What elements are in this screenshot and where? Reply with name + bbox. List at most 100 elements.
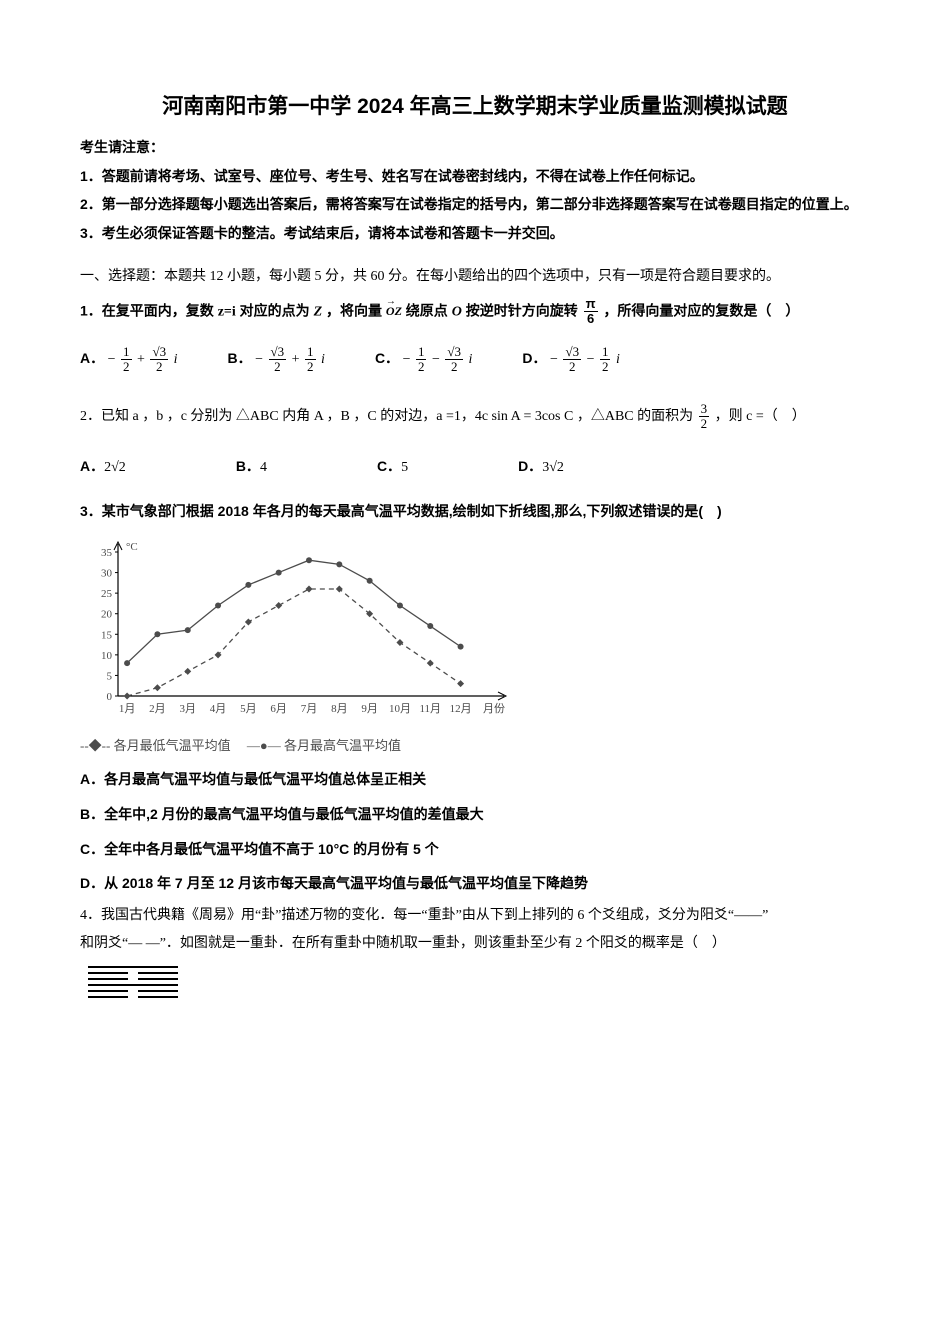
q2-b-val: 4 bbox=[260, 460, 267, 475]
svg-text:4月: 4月 bbox=[210, 703, 227, 715]
q1-opt-a: A． − 12 + √32 i bbox=[80, 345, 177, 375]
q1-b-i: i bbox=[321, 352, 325, 367]
svg-text:10: 10 bbox=[101, 650, 113, 662]
q3-opt-b: B．全年中,2 月份的最高气温平均值与最低气温平均值的差值最大 bbox=[80, 801, 870, 828]
q1-d-f1n: √3 bbox=[563, 345, 581, 360]
q2-options: A．2√2 B．4 C．5 D．3√2 bbox=[80, 456, 870, 476]
q1-t2: ，将向量 bbox=[326, 302, 382, 318]
svg-text:9月: 9月 bbox=[361, 703, 378, 715]
svg-text:6月: 6月 bbox=[270, 703, 287, 715]
q2-opt-d: D．3√2 bbox=[518, 456, 564, 476]
svg-text:35: 35 bbox=[101, 547, 113, 559]
q4-stem-line1: 4．我国古代典籍《周易》用“卦”描述万物的变化．每一“重卦”由从下到上排列的 6… bbox=[80, 903, 870, 930]
q1-d-neg: − bbox=[550, 352, 558, 367]
q1-c-f2n: √3 bbox=[445, 345, 463, 360]
q1-Z: Z bbox=[314, 304, 323, 319]
q2-stem: 2．已知 a ，b ，c 分别为 △ABC 内角 A ，B ，C 的对边，a =… bbox=[80, 402, 870, 432]
svg-text:3月: 3月 bbox=[179, 703, 196, 715]
legend-high-text: 各月最高气温平均值 bbox=[284, 738, 401, 753]
legend-low-text: 各月最低气温平均值 bbox=[114, 738, 231, 753]
svg-text:5: 5 bbox=[107, 671, 113, 683]
q1-options: A． − 12 + √32 i B． − √32 + 12 i C． − 12 … bbox=[80, 345, 870, 375]
q1-d-label: D． bbox=[522, 350, 546, 366]
notice-line-2: 2．第一部分选择题每小题选出答案后，需将答案写在试卷指定的括号内，第二部分非选择… bbox=[80, 191, 870, 218]
yao-line bbox=[88, 990, 870, 992]
svg-text:月份: 月份 bbox=[483, 702, 505, 715]
q1-d-f1d: 2 bbox=[563, 360, 581, 374]
legend-high-marker: —●— bbox=[247, 738, 281, 753]
q1-c-f2d: 2 bbox=[445, 360, 463, 374]
svg-text:2月: 2月 bbox=[149, 703, 166, 715]
svg-text:25: 25 bbox=[101, 588, 113, 600]
q3-opt-c: C．全年中各月最低气温平均值不高于 10°C 的月份有 5 个 bbox=[80, 836, 870, 863]
q1-z: z=i bbox=[218, 304, 236, 319]
q1-t4: 按逆时针方向旋转 bbox=[466, 302, 582, 318]
svg-text:12月: 12月 bbox=[450, 703, 472, 715]
q1-a-plus: + bbox=[137, 352, 145, 367]
q2-stem-text: 2．已知 a ，b ，c 分别为 △ABC 内角 A ，B ，C 的对边，a =… bbox=[80, 409, 697, 424]
q3-opt-d: D．从 2018 年 7 月至 12 月该市每天最高气温平均值与最低气温平均值呈… bbox=[80, 870, 870, 897]
q1-opt-b: B． − √32 + 12 i bbox=[227, 345, 324, 375]
q1-angle-den: 6 bbox=[584, 312, 598, 326]
q2-c-label: C． bbox=[377, 458, 401, 474]
q1-b-f1d: 2 bbox=[269, 360, 287, 374]
svg-text:11月: 11月 bbox=[419, 703, 441, 715]
yao-line bbox=[88, 996, 870, 998]
section-instruction: 一、选择题：本题共 12 小题，每小题 5 分，共 60 分。在每小题给出的四个… bbox=[80, 264, 870, 291]
q4-stem-line2: 和阴爻“— —”．如图就是一重卦．在所有重卦中随机取一重卦，则该重卦至少有 2 … bbox=[80, 931, 870, 958]
q2-c-val: 5 bbox=[401, 460, 408, 475]
svg-text:15: 15 bbox=[101, 630, 113, 642]
q1-c-neg: − bbox=[403, 352, 411, 367]
q1-b-f2d: 2 bbox=[305, 360, 316, 374]
q1-d-f2n: 1 bbox=[600, 345, 611, 360]
notice-heading: 考生请注意： bbox=[80, 134, 870, 161]
q2-d-label: D． bbox=[518, 458, 542, 474]
svg-text:5月: 5月 bbox=[240, 703, 257, 715]
q1-c-label: C． bbox=[375, 350, 399, 366]
q1-a-label: A． bbox=[80, 350, 104, 366]
yao-line bbox=[88, 978, 870, 980]
chart-legend: --◆-- 各月最低气温平均值 —●— 各月最高气温平均值 bbox=[80, 735, 870, 754]
q2-a-label: A． bbox=[80, 458, 104, 474]
q1-d-i: i bbox=[616, 352, 620, 367]
svg-text:0: 0 bbox=[107, 691, 113, 703]
q1-a-f2n: √3 bbox=[150, 345, 168, 360]
line-chart-svg: °C051015202530351月2月3月4月5月6月7月8月9月10月11月… bbox=[80, 534, 510, 724]
q2-area-num: 3 bbox=[699, 402, 710, 417]
q1-c-plus: − bbox=[432, 352, 440, 367]
yao-line bbox=[88, 966, 870, 968]
q2-area-den: 2 bbox=[699, 417, 710, 431]
exam-title: 河南南阳市第一中学 2024 年高三上数学期末学业质量监测模拟试题 bbox=[80, 90, 870, 120]
hexagram-figure bbox=[88, 966, 870, 998]
q2-tail: ，则 c =（ ） bbox=[715, 409, 806, 424]
q1-angle: π 6 bbox=[584, 297, 598, 327]
q1-a-i: i bbox=[174, 352, 178, 367]
q1-b-f2n: 1 bbox=[305, 345, 316, 360]
notice-line-3: 3．考生必须保证答题卡的整洁。考试结束后，请将本试卷和答题卡一并交回。 bbox=[80, 220, 870, 247]
exam-page: 河南南阳市第一中学 2024 年高三上数学期末学业质量监测模拟试题 考生请注意：… bbox=[0, 0, 950, 1066]
svg-text:°C: °C bbox=[126, 541, 138, 553]
q2-opt-c: C．5 bbox=[377, 456, 408, 476]
q1-opt-d: D． − √32 − 12 i bbox=[522, 345, 619, 375]
q1-b-plus: + bbox=[292, 352, 300, 367]
svg-text:1月: 1月 bbox=[119, 703, 136, 715]
q2-b-label: B． bbox=[236, 458, 260, 474]
q1-b-neg: − bbox=[255, 352, 263, 367]
q1-d-f2d: 2 bbox=[600, 360, 611, 374]
q1-c-f1n: 1 bbox=[416, 345, 427, 360]
q1-stem: 1．在复平面内，复数 z=i 对应的点为 Z ，将向量 → OZ 绕原点 O 按… bbox=[80, 297, 870, 327]
svg-text:20: 20 bbox=[101, 609, 113, 621]
yao-line bbox=[88, 972, 870, 974]
q1-b-label: B． bbox=[227, 350, 251, 366]
q3-stem: 3．某市气象部门根据 2018 年各月的每天最高气温平均数据,绘制如下折线图,那… bbox=[80, 498, 870, 525]
yao-line bbox=[88, 984, 870, 986]
q1-t5: ，所得向量对应的复数是（ ） bbox=[603, 302, 799, 318]
svg-text:7月: 7月 bbox=[301, 703, 318, 715]
q1-t3: 绕原点 bbox=[406, 302, 452, 318]
q1-t1: 对应的点为 bbox=[240, 302, 314, 318]
q2-a-val: 2√2 bbox=[104, 460, 126, 475]
svg-text:8月: 8月 bbox=[331, 703, 348, 715]
q2-area: 3 2 bbox=[699, 402, 710, 432]
q1-b-f1n: √3 bbox=[269, 345, 287, 360]
notice-line-1: 1．答题前请将考场、试室号、座位号、考生号、姓名写在试卷密封线内，不得在试卷上作… bbox=[80, 163, 870, 190]
